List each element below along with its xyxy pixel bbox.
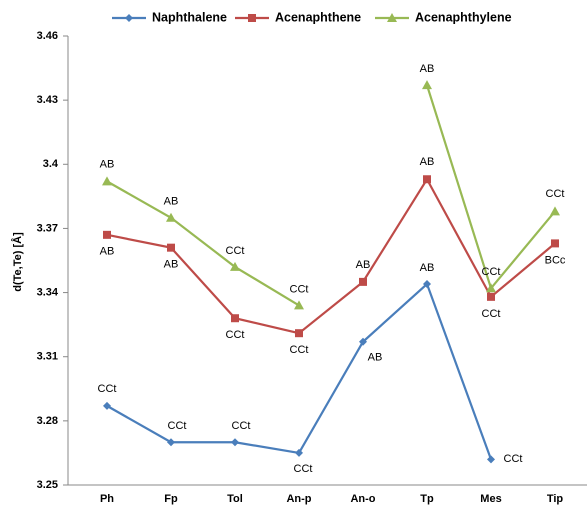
point-label: CCt bbox=[546, 188, 565, 200]
x-tick-label: Fp bbox=[164, 493, 178, 505]
marker bbox=[486, 283, 496, 293]
y-tick-label: 3.25 bbox=[37, 479, 58, 491]
legend-label: Acenaphthene bbox=[275, 10, 361, 24]
point-label: AB bbox=[100, 246, 115, 258]
point-label: AB bbox=[420, 156, 435, 168]
marker bbox=[550, 206, 560, 216]
point-label: AB bbox=[368, 352, 383, 364]
marker bbox=[387, 13, 397, 22]
marker bbox=[423, 175, 431, 184]
marker bbox=[231, 438, 239, 447]
point-label: BCc bbox=[545, 254, 566, 266]
marker bbox=[167, 438, 175, 447]
point-label: CCt bbox=[232, 420, 251, 432]
y-tick-label: 3.34 bbox=[37, 286, 59, 298]
point-label: CCt bbox=[482, 308, 501, 320]
x-tick-label: Tip bbox=[547, 493, 564, 505]
point-label: AB bbox=[420, 63, 435, 75]
marker bbox=[487, 292, 495, 301]
marker bbox=[487, 455, 495, 464]
y-tick-label: 3.31 bbox=[37, 351, 58, 363]
marker bbox=[551, 239, 559, 248]
marker bbox=[103, 401, 111, 410]
marker bbox=[359, 337, 367, 346]
point-label: CCt bbox=[290, 283, 309, 295]
marker bbox=[125, 14, 133, 22]
point-label: CCt bbox=[504, 453, 523, 465]
point-label: CCt bbox=[98, 383, 117, 395]
legend-label: Naphthalene bbox=[152, 10, 227, 24]
x-tick-label: Ph bbox=[100, 493, 114, 505]
marker bbox=[295, 448, 303, 457]
marker bbox=[103, 230, 111, 239]
y-tick-label: 3.37 bbox=[37, 222, 58, 234]
point-label: AB bbox=[356, 259, 371, 271]
marker bbox=[294, 300, 304, 310]
point-label: CCt bbox=[168, 420, 187, 432]
marker bbox=[423, 280, 431, 289]
point-label: CCt bbox=[226, 329, 245, 341]
marker bbox=[359, 277, 367, 286]
point-label: CCt bbox=[482, 266, 501, 278]
point-label: CCt bbox=[226, 245, 245, 257]
point-label: AB bbox=[164, 259, 179, 271]
x-tick-label: Tol bbox=[227, 493, 243, 505]
marker bbox=[295, 329, 303, 338]
y-axis-label: d(Te,Te) [Å] bbox=[11, 232, 24, 292]
marker bbox=[248, 14, 256, 22]
marker bbox=[167, 243, 175, 252]
x-tick-label: An-o bbox=[350, 493, 375, 505]
y-tick-label: 3.28 bbox=[37, 415, 58, 427]
marker bbox=[230, 261, 240, 271]
y-tick-label: 3.4 bbox=[43, 158, 59, 170]
x-tick-label: Tp bbox=[420, 493, 434, 505]
point-label: CCt bbox=[290, 344, 309, 356]
marker bbox=[231, 314, 239, 323]
x-tick-label: Mes bbox=[480, 493, 501, 505]
point-label: AB bbox=[100, 158, 115, 170]
y-tick-label: 3.43 bbox=[37, 94, 58, 106]
series-line bbox=[106, 177, 556, 335]
x-tick-label: An-p bbox=[286, 493, 311, 505]
marker bbox=[102, 176, 112, 186]
marker bbox=[422, 80, 432, 90]
point-label: CCt bbox=[294, 463, 313, 475]
point-label: AB bbox=[420, 262, 435, 274]
y-tick-label: 3.46 bbox=[37, 30, 58, 42]
series-line bbox=[106, 282, 493, 460]
point-label: AB bbox=[164, 196, 179, 208]
legend-label: Acenaphthylene bbox=[415, 10, 512, 24]
marker bbox=[166, 212, 176, 222]
